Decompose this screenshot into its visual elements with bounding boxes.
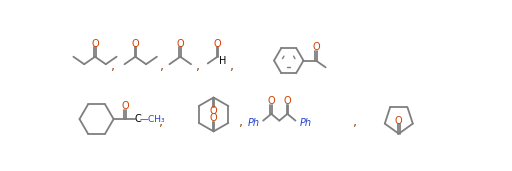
Text: ,: , [239,116,243,129]
Text: ,: , [159,116,163,129]
Text: O: O [267,96,275,106]
Text: O: O [210,113,218,123]
Text: ,: , [160,60,164,73]
Text: O: O [395,116,402,126]
Text: ,: , [230,60,234,73]
Text: —CH₃: —CH₃ [139,115,165,124]
Text: O: O [210,106,218,116]
Text: O: O [284,96,291,106]
Text: Ph: Ph [247,118,259,128]
Text: O: O [91,39,99,49]
Text: O: O [132,39,139,49]
Text: C: C [135,114,141,124]
Text: H: H [219,56,227,66]
Text: O: O [214,39,221,49]
Text: Ph: Ph [300,118,311,128]
Text: ,: , [196,60,200,73]
Text: O: O [121,101,129,111]
Text: ,: , [353,116,357,129]
Text: ,: , [111,60,115,73]
Text: O: O [177,39,184,49]
Text: O: O [312,42,319,52]
